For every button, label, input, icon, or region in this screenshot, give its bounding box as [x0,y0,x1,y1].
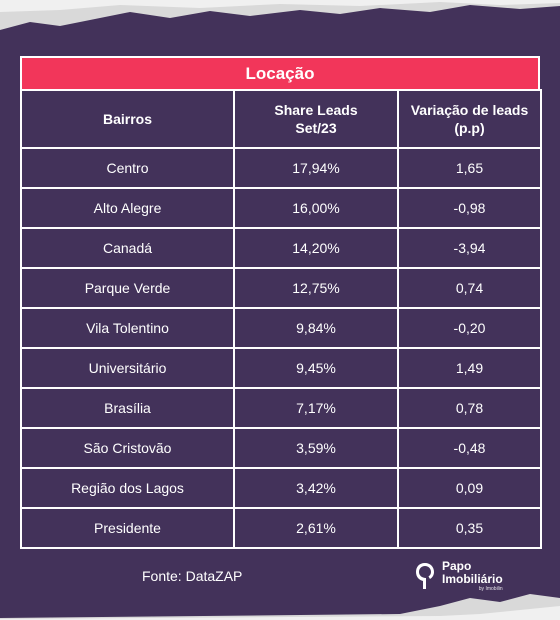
table-row: Região dos Lagos 3,42% 0,09 [20,467,542,509]
logo-line-2: Imobiliário [442,572,503,586]
cell-variacao: 0,74 [397,267,542,309]
header-share-leads-text: Share Leads Set/23 [274,102,358,136]
table-row: Universitário 9,45% 1,49 [20,347,542,389]
cell-bairro: Centro [20,147,235,189]
brand-logo: Papo Imobiliário by Imobilin [414,560,503,592]
papo-imobiliario-logo-icon [416,563,434,589]
cell-bairro: Brasília [20,387,235,429]
leads-table: Bairros Share Leads Set/23 Variação de l… [20,89,542,549]
logo-line-1: Papo [442,559,472,573]
cell-variacao: 1,49 [397,347,542,389]
logo-wordmark: Papo Imobiliário by Imobilin [442,559,503,593]
cell-variacao: -0,20 [397,307,542,349]
cell-variacao: -0,98 [397,187,542,229]
table-row: Canadá 14,20% -3,94 [20,227,542,269]
source-caption: Fonte: DataZAP [142,568,243,584]
header-row: Bairros Share Leads Set/23 Variação de l… [20,89,542,149]
header-bairros: Bairros [20,89,235,149]
header-variacao-text: Variação de leads (p.p) [410,102,529,136]
cell-variacao: -0,48 [397,427,542,469]
logo-subtitle: by Imobilin [478,586,503,592]
cell-variacao: -3,94 [397,227,542,269]
cell-share: 14,20% [233,227,399,269]
header-share-leads: Share Leads Set/23 [233,89,399,149]
cell-bairro: Universitário [20,347,235,389]
table-row: Presidente 2,61% 0,35 [20,507,542,549]
cell-share: 12,75% [233,267,399,309]
cell-share: 7,17% [233,387,399,429]
header-variacao: Variação de leads (p.p) [397,89,542,149]
torn-paper-bottom [0,594,560,620]
torn-paper-top [0,0,560,30]
cell-share: 3,59% [233,427,399,469]
table-row: São Cristovão 3,59% -0,48 [20,427,542,469]
table-row: Vila Tolentino 9,84% -0,20 [20,307,542,349]
cell-share: 2,61% [233,507,399,549]
cell-variacao: 1,65 [397,147,542,189]
cell-variacao: 0,35 [397,507,542,549]
cell-bairro: São Cristovão [20,427,235,469]
table-row: Alto Alegre 16,00% -0,98 [20,187,542,229]
cell-share: 16,00% [233,187,399,229]
cell-bairro: Presidente [20,507,235,549]
table-title: Locação [20,56,540,89]
leads-table-card: Locação Bairros Share Leads Set/23 Varia… [20,56,542,549]
table-row: Parque Verde 12,75% 0,74 [20,267,542,309]
cell-share: 9,84% [233,307,399,349]
cell-bairro: Canadá [20,227,235,269]
cell-bairro: Região dos Lagos [20,467,235,509]
cell-bairro: Alto Alegre [20,187,235,229]
cell-variacao: 0,78 [397,387,542,429]
cell-bairro: Vila Tolentino [20,307,235,349]
table-row: Brasília 7,17% 0,78 [20,387,542,429]
cell-share: 3,42% [233,467,399,509]
cell-variacao: 0,09 [397,467,542,509]
cell-share: 9,45% [233,347,399,389]
table-row: Centro 17,94% 1,65 [20,147,542,189]
cell-bairro: Parque Verde [20,267,235,309]
cell-share: 17,94% [233,147,399,189]
